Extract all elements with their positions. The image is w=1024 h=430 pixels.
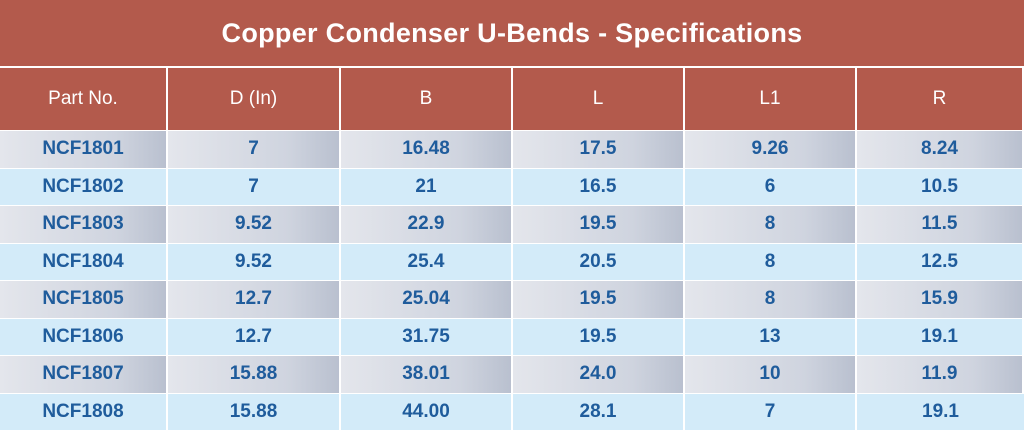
spec-value: 31.75: [341, 317, 513, 355]
spec-value: 25.4: [341, 242, 513, 280]
spec-value: 16.5: [513, 167, 685, 205]
spec-value: 19.1: [857, 392, 1024, 430]
spec-value: 16.48: [341, 130, 513, 168]
table-title: Copper Condenser U-Bends - Specification…: [0, 0, 1024, 68]
spec-value: 12.7: [168, 280, 341, 318]
part-number: NCF1802: [0, 167, 168, 205]
column-header: Part No.: [0, 68, 168, 130]
part-number: NCF1805: [0, 280, 168, 318]
spec-value: 44.00: [341, 392, 513, 430]
spec-value: 11.5: [857, 205, 1024, 243]
spec-value: 38.01: [341, 355, 513, 393]
spec-value: 19.5: [513, 317, 685, 355]
spec-value: 21: [341, 167, 513, 205]
spec-value: 9.26: [685, 130, 857, 168]
part-number: NCF1801: [0, 130, 168, 168]
part-number: NCF1806: [0, 317, 168, 355]
spec-value: 15.9: [857, 280, 1024, 318]
spec-value: 15.88: [168, 392, 341, 430]
spec-value: 13: [685, 317, 857, 355]
part-number: NCF1804: [0, 242, 168, 280]
column-header: D (In): [168, 68, 341, 130]
spec-value: 8: [685, 242, 857, 280]
spec-value: 8: [685, 280, 857, 318]
spec-value: 7: [685, 392, 857, 430]
part-number: NCF1807: [0, 355, 168, 393]
spec-value: 20.5: [513, 242, 685, 280]
spec-value: 10: [685, 355, 857, 393]
part-number: NCF1808: [0, 392, 168, 430]
spec-value: 9.52: [168, 242, 341, 280]
spec-value: 7: [168, 167, 341, 205]
column-header: B: [341, 68, 513, 130]
column-header: R: [857, 68, 1024, 130]
spec-value: 17.5: [513, 130, 685, 168]
spec-value: 8.24: [857, 130, 1024, 168]
spec-value: 9.52: [168, 205, 341, 243]
spec-value: 12.7: [168, 317, 341, 355]
spec-value: 22.9: [341, 205, 513, 243]
spec-value: 6: [685, 167, 857, 205]
spec-table: Part No. D (In) B L L1 R NCF1801 7 16.48 17.5 9.26…: [0, 68, 1024, 430]
column-header: L: [513, 68, 685, 130]
spec-value: 7: [168, 130, 341, 168]
spec-value: 19.5: [513, 280, 685, 318]
column-header: L1: [685, 68, 857, 130]
spec-value: 12.5: [857, 242, 1024, 280]
spec-value: 8: [685, 205, 857, 243]
part-number: NCF1803: [0, 205, 168, 243]
spec-value: 24.0: [513, 355, 685, 393]
spec-value: 19.1: [857, 317, 1024, 355]
spec-value: 15.88: [168, 355, 341, 393]
spec-value: 11.9: [857, 355, 1024, 393]
spec-value: 19.5: [513, 205, 685, 243]
spec-value: 28.1: [513, 392, 685, 430]
spec-value: 10.5: [857, 167, 1024, 205]
spec-value: 25.04: [341, 280, 513, 318]
